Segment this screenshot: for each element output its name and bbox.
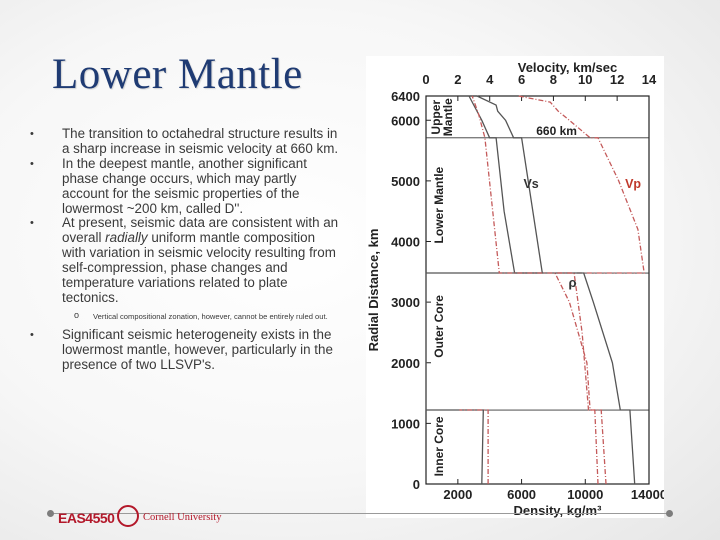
y-tick-label: 5000 [391,174,420,189]
y-tick-label: 1000 [391,416,420,431]
course-code: EAS4550 [58,510,115,526]
series-label-vp: Vp [625,177,641,191]
bullet-item: • In the deepest mantle, another signific… [30,155,342,217]
bullet-text-pre: At present, seismic data are consistent … [62,215,339,246]
series-label-vs: Vs [523,177,538,191]
bottom-tick-label: 10000 [567,487,603,502]
top-tick-label: 0 [422,72,429,87]
bullet-item: • Significant seismic heterogeneity exist… [30,328,342,373]
divider-knob-right [666,510,673,517]
cornell-seal-logo [117,505,139,527]
slide-title: Lower Mantle [52,51,303,98]
bullet-text: Significant seismic heterogeneity exists… [62,327,333,373]
top-tick-label: 4 [486,72,494,87]
bullet-dot: • [30,217,34,230]
series-line-rho [468,95,636,485]
top-tick-label: 12 [610,72,624,87]
university-name: Cornell University [143,512,222,523]
bottom-tick-label: 6000 [507,487,536,502]
y-tick-label: 6000 [391,113,420,128]
zone-label-upper-mantle: Upper [429,100,443,135]
zone-label-inner-core: Inner Core [432,416,446,476]
y-tick-label: 3000 [391,295,420,310]
bullet-dot: • [30,329,34,342]
top-tick-label: 2 [454,72,461,87]
y-tick-label: 0 [413,477,420,492]
top-tick-label: 10 [578,72,592,87]
divider-knob-left [47,510,54,517]
earth-structure-chart: 0 2 4 6 8 10 12 14 Velocity, km/sec 2000 6000 10000… [366,56,667,518]
bottom-tick-label: 14000 [631,487,664,502]
zone-label-outer-core: Outer Core [432,295,446,358]
bullet-list: • The transition to octahedral structure … [30,126,342,373]
bullet-text: The transition to octahedral structure r… [62,126,339,156]
bullet-text-emphasis: radially [105,230,148,246]
bullet-text: In the deepest mantle, another significa… [62,155,307,216]
plot-frame [425,95,650,485]
series-line-density-ref [459,409,489,484]
bottom-axis-label: Density, kg/m³ [514,503,603,518]
y-tick-label: 4000 [391,235,420,250]
zone-label-lower-mantle: Lower Mantle [432,166,446,243]
bullet-dot: • [30,128,34,140]
sub-bullet-text: Vertical compositional zonation, however… [93,311,328,321]
series-line-density-ref [471,95,599,485]
bullet-item: • At present, seismic data are consistent… [30,216,342,305]
series-line-vs [425,95,544,485]
sub-bullet-dot: o [74,309,80,320]
zone-label-upper-mantle-2: Mantle [441,98,455,136]
bottom-tick-label: 2000 [443,487,472,502]
y-axis-label: Radial Distance, km [366,229,381,352]
sub-bullet-item: o Vertical compositional zonation, howeve… [30,309,342,322]
top-tick-label: 6 [518,72,525,87]
series-line-vp [518,95,645,485]
top-tick-label: 8 [550,72,557,87]
top-tick-label: 14 [642,72,657,87]
bullet-dot: • [30,157,34,170]
footer-divider [50,513,670,514]
bullet-text-post: uniform mantle composition with variatio… [62,230,336,305]
bullet-item: • The transition to octahedral structure … [30,126,342,157]
y-tick-label: 2000 [391,356,420,371]
top-axis-label: Velocity, km/sec [518,60,618,75]
y-tick-label: 6400 [391,89,420,104]
boundary-label-660km: 660 km [536,124,577,138]
series-label-rho: ρ [569,275,577,290]
